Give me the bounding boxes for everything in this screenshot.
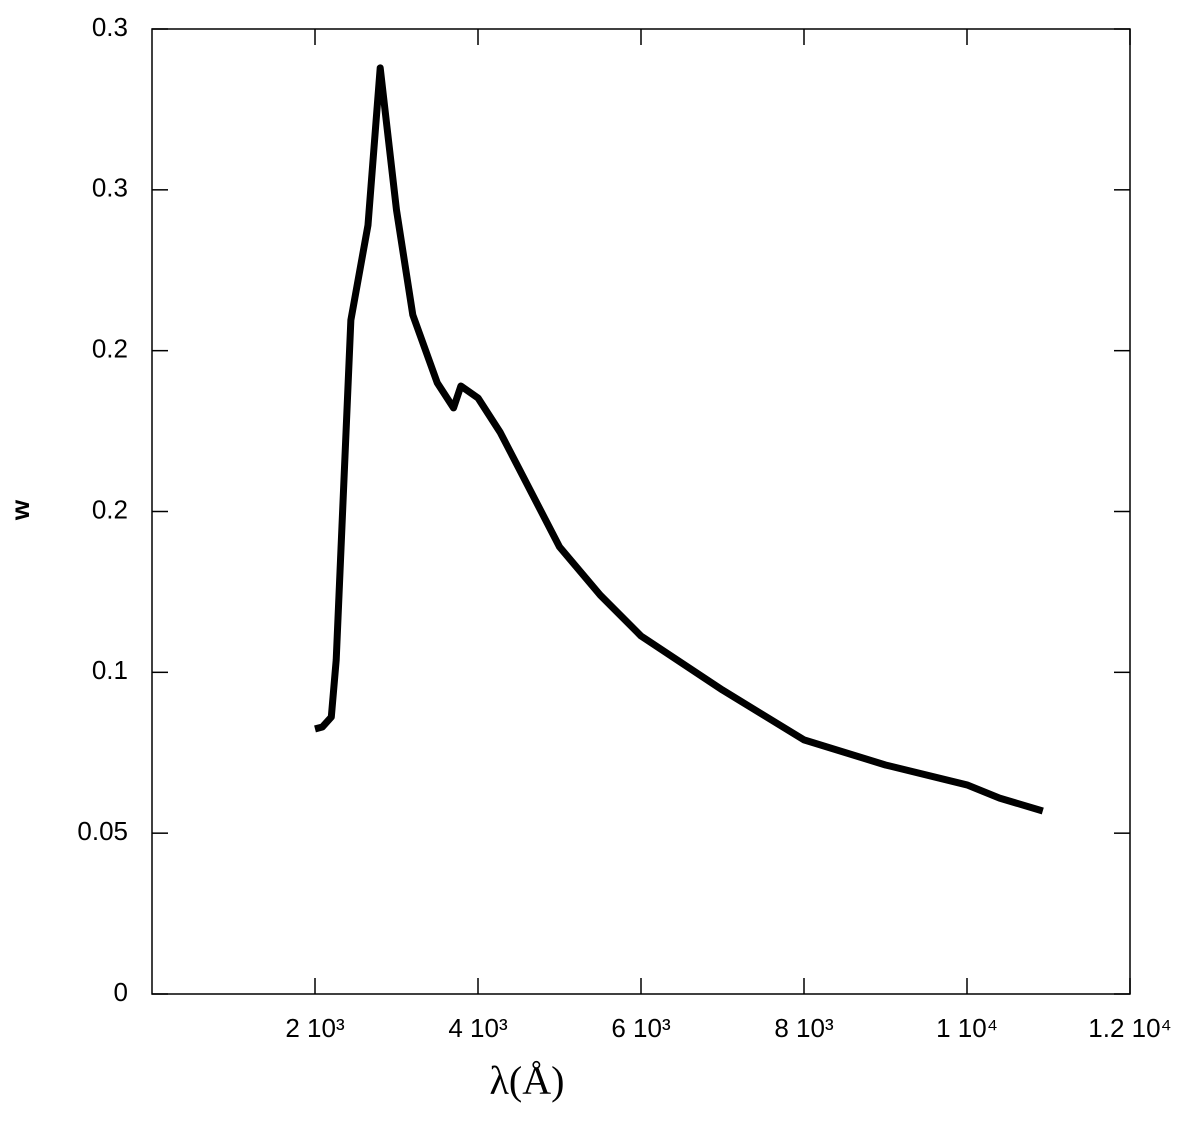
x-tick-label: 4 10³ <box>448 1013 508 1043</box>
y-tick-label: 0.2 <box>92 494 128 524</box>
y-tick-label: 0.2 <box>92 334 128 364</box>
x-tick-label: 6 10³ <box>611 1013 671 1043</box>
x-axis-label: λ(Å) <box>490 1058 565 1103</box>
x-tick-label: 1 10⁴ <box>936 1013 998 1043</box>
x-tick-label: 8 10³ <box>774 1013 834 1043</box>
plot-frame <box>151 28 1131 995</box>
y-tick-label: 0.05 <box>77 816 128 846</box>
x-tick-label: 2 10³ <box>285 1013 345 1043</box>
y-tick-label: 0.3 <box>92 12 128 42</box>
y-tick-label: 0.3 <box>92 173 128 203</box>
x-tick-label: 1.2 10⁴ <box>1088 1013 1171 1043</box>
y-tick-label: 0.1 <box>92 655 128 685</box>
data-line <box>314 64 1044 815</box>
y-tick-label: 0 <box>114 977 128 1007</box>
y-axis-label: w <box>5 499 35 521</box>
